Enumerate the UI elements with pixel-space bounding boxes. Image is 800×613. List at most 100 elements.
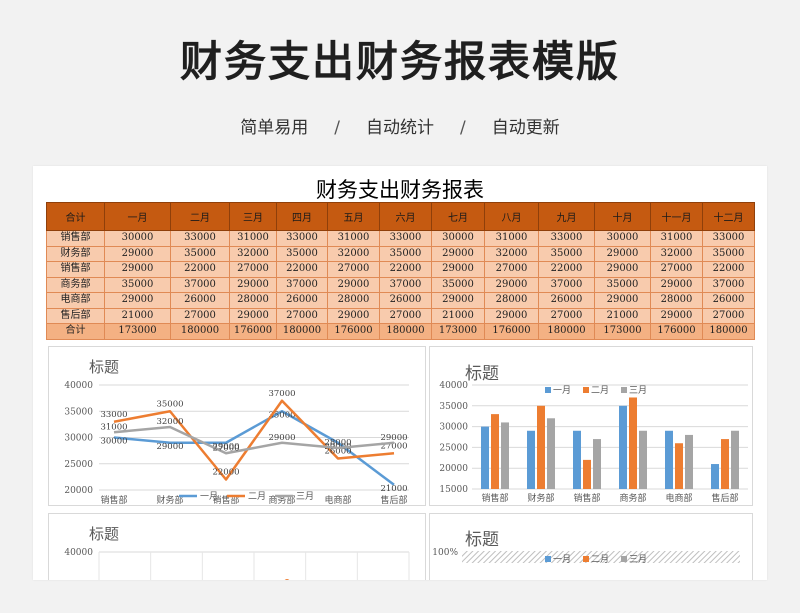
data-label: 32000 xyxy=(156,417,183,427)
table-cell: 30000 xyxy=(594,230,651,247)
table-cell: 173000 xyxy=(104,323,171,340)
legend-swatch xyxy=(545,556,551,562)
table-cell: 33000 xyxy=(170,230,230,247)
table-cell: 29000 xyxy=(650,276,703,293)
subtitle-item: 简单易用 xyxy=(240,118,309,138)
table-cell: 29000 xyxy=(594,292,651,309)
table-cell: 29000 xyxy=(431,245,485,262)
table-cell: 30000 xyxy=(104,230,171,247)
table-cell: 176000 xyxy=(650,323,703,340)
column-header: 合计 xyxy=(46,202,105,231)
data-label: 29000 xyxy=(380,433,407,443)
column-header: 一月 xyxy=(104,202,171,231)
y-tick-label: 40000 xyxy=(439,381,468,391)
row-label: 销售部 xyxy=(46,261,105,278)
series-line xyxy=(113,410,395,486)
table-cell: 21000 xyxy=(431,307,485,324)
table-cell: 29000 xyxy=(650,307,703,324)
table-cell: 35000 xyxy=(104,276,171,293)
table-row: 电商部 29000 26000 28000 26000 28000 26000 29000 28… xyxy=(46,292,755,309)
table-cell: 29000 xyxy=(104,245,171,262)
row-label: 电商部 xyxy=(46,292,105,309)
x-tick-label: 销售部 xyxy=(100,494,127,506)
legend-label: 一月 xyxy=(553,385,571,396)
table-cell: 32000 xyxy=(650,245,703,262)
table-cell: 26000 xyxy=(702,292,755,309)
table-cell: 26000 xyxy=(276,292,328,309)
y-tick-label: 20000 xyxy=(439,464,468,474)
table-cell: 22000 xyxy=(276,261,328,278)
table-cell: 180000 xyxy=(170,323,230,340)
row-label: 售后部 xyxy=(46,307,105,324)
row-label: 商务部 xyxy=(46,276,105,293)
bar xyxy=(665,430,673,489)
bar xyxy=(537,405,545,489)
series-line xyxy=(113,399,395,481)
table-cell: 35000 xyxy=(431,276,485,293)
bar xyxy=(481,426,489,489)
chart-title: 标题 xyxy=(465,530,499,550)
table-row: 销售部 29000 22000 27000 22000 27000 22000 29000 27… xyxy=(46,261,755,278)
legend-label: 二月 xyxy=(591,554,609,565)
table-cell: 27000 xyxy=(650,261,703,278)
table-cell: 28000 xyxy=(484,292,539,309)
table-cell: 27000 xyxy=(170,307,230,324)
y-tick-label: 100% xyxy=(432,548,458,558)
data-label: 22000 xyxy=(212,468,239,478)
table-cell: 33000 xyxy=(702,230,755,247)
chart-title: 标题 xyxy=(465,364,499,384)
table-cell: 173000 xyxy=(594,323,651,340)
x-tick-label: 电商部 xyxy=(324,494,351,506)
data-label: 29000 xyxy=(268,433,295,443)
x-tick-label: 财务部 xyxy=(527,492,554,504)
table-cell: 180000 xyxy=(276,323,328,340)
table-cell: 31000 xyxy=(327,230,380,247)
table-cell: 29000 xyxy=(484,276,539,293)
table-cell: 32000 xyxy=(229,245,277,262)
bar-chart-card-2: 标题 100% 一月 二月 三月 xyxy=(429,513,753,580)
x-tick-label: 财务部 xyxy=(156,494,183,506)
data-label: 27000 xyxy=(380,441,407,451)
bar-chart: 15000 20000 25000 30000 35000 40000 销售部 财务部 销售部 商… xyxy=(439,381,748,504)
legend-label: 三月 xyxy=(629,554,647,565)
table-cell: 33000 xyxy=(276,230,328,247)
column-header: 四月 xyxy=(276,202,328,231)
table-cell: 180000 xyxy=(379,323,432,340)
y-tick-label: 30000 xyxy=(64,434,93,444)
bar-chart-card: 标题 15000 20000 25000 30000 35000 40000 销售部 财务部 销… xyxy=(429,346,753,506)
table-cell: 27000 xyxy=(276,307,328,324)
y-tick-label: 25000 xyxy=(64,460,93,470)
table-cell: 27000 xyxy=(702,307,755,324)
data-label: 33000 xyxy=(100,410,127,420)
legend-swatch xyxy=(621,556,627,562)
table-cell: 22000 xyxy=(170,261,230,278)
column-header: 五月 xyxy=(327,202,380,231)
table-cell: 35000 xyxy=(702,245,755,262)
bar xyxy=(527,430,535,489)
chart-title: 标题 xyxy=(89,358,120,376)
table-cell: 29000 xyxy=(327,307,380,324)
report-title: 财务支出财务报表 xyxy=(316,178,484,202)
bar xyxy=(675,443,683,489)
table-cell: 35000 xyxy=(276,245,328,262)
subtitle-separator: / xyxy=(334,118,340,138)
table-row: 合计 173000 180000 176000 180000 176000 180000 17… xyxy=(46,323,755,340)
bar xyxy=(619,405,627,489)
data-label: 21000 xyxy=(380,484,407,494)
y-tick-label: 25000 xyxy=(439,443,468,453)
table-cell: 37000 xyxy=(379,276,432,293)
table-cell: 32000 xyxy=(484,245,539,262)
data-label: 26000 xyxy=(324,447,351,457)
table-cell: 26000 xyxy=(538,292,595,309)
table-cell: 176000 xyxy=(327,323,380,340)
subtitle-item: 自动统计 xyxy=(366,118,434,138)
table-cell: 37000 xyxy=(702,276,755,293)
table-cell: 31000 xyxy=(650,230,703,247)
table-cell: 33000 xyxy=(538,230,595,247)
table-cell: 29000 xyxy=(229,276,277,293)
bar xyxy=(501,422,509,489)
table-row: 商务部 35000 37000 29000 37000 29000 37000 35000 29… xyxy=(46,276,755,293)
bar-chart-partial: 100% 一月 二月 三月 xyxy=(432,548,740,565)
column-header: 三月 xyxy=(229,202,277,231)
